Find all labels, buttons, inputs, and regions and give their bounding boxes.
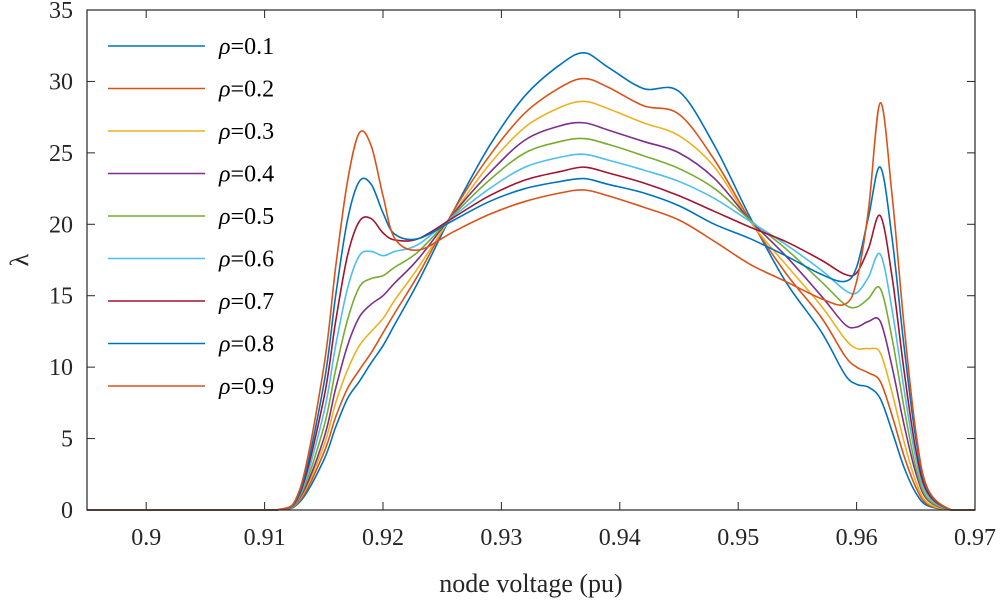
legend-label: ρ=0.9 [218, 374, 274, 400]
legend-label: ρ=0.6 [218, 247, 274, 273]
legend-label: ρ=0.1 [218, 34, 274, 60]
x-tick-label: 0.97 [954, 525, 996, 551]
x-tick-label: 0.9 [131, 525, 161, 551]
series-line [87, 166, 975, 511]
x-tick-label: 0.94 [599, 525, 641, 551]
x-tick-label: 0.91 [244, 525, 286, 551]
series-line [87, 77, 975, 511]
legend-label: ρ=0.3 [218, 119, 274, 145]
series-line [87, 100, 975, 511]
legend-label: ρ=0.7 [218, 289, 274, 315]
legend-label: ρ=0.4 [218, 162, 274, 188]
x-tick-label: 0.95 [717, 525, 759, 551]
y-tick-label: 10 [49, 355, 73, 381]
x-axis-label: node voltage (pu) [439, 569, 622, 598]
x-tick-label: 0.93 [480, 525, 522, 551]
y-tick-label: 15 [49, 284, 73, 310]
series-line [87, 166, 975, 511]
ticks-layer: 0.9 0.91 0.92 0.93 0.94 0.95 0.96 0.97 0 5 10 15 20 2… [49, 0, 996, 551]
legend-label: ρ=0.5 [218, 204, 274, 230]
y-tick-label: 35 [49, 0, 73, 24]
series-line [87, 52, 975, 511]
series-line [87, 121, 975, 511]
y-tick-label: 20 [49, 212, 73, 238]
y-tick-label: 30 [49, 69, 73, 95]
series-layer [87, 52, 975, 511]
series-line [87, 102, 975, 511]
legend: ρ=0.1 ρ=0.2 ρ=0.3 ρ=0.4 ρ=0.5 ρ=0.6 ρ=0.7 ρ=0.8… [108, 34, 274, 400]
legend-label: ρ=0.8 [218, 332, 274, 358]
x-tick-label: 0.92 [362, 525, 404, 551]
series-line [87, 137, 975, 511]
y-axis-label: λ [5, 253, 34, 266]
x-tick-label: 0.96 [836, 525, 878, 551]
series-line [87, 153, 975, 511]
plot-box [86, 9, 976, 511]
y-tick-label: 25 [49, 141, 73, 167]
y-tick-label: 0 [61, 498, 73, 524]
y-tick-label: 5 [61, 427, 73, 453]
legend-label: ρ=0.2 [218, 77, 274, 103]
